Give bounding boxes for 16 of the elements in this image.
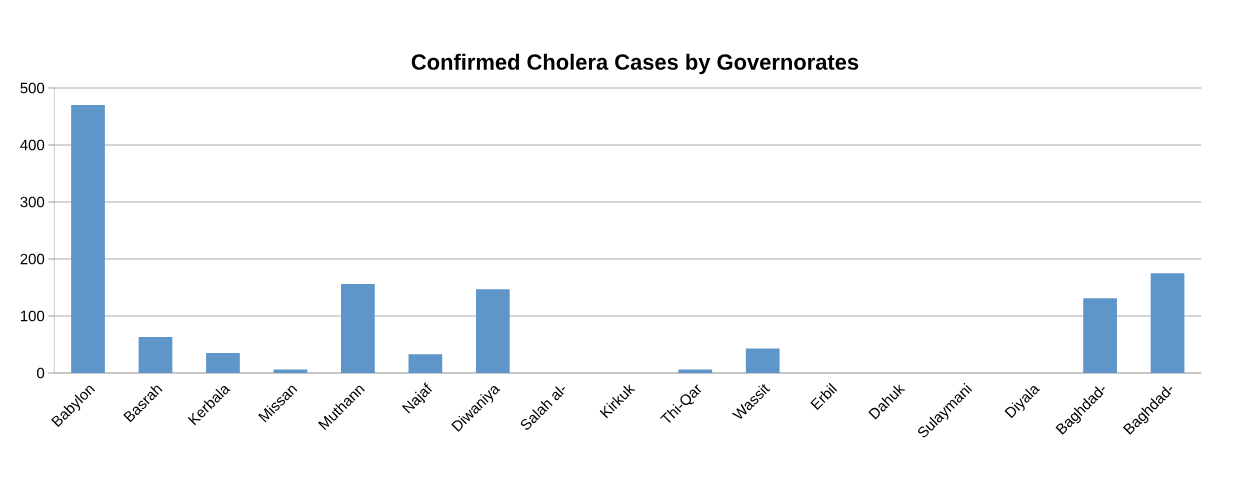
y-tick-label: 200 bbox=[20, 253, 45, 265]
y-tick-label: 400 bbox=[20, 139, 45, 151]
bar bbox=[1150, 273, 1185, 373]
bar bbox=[138, 337, 173, 373]
y-tick-label: 500 bbox=[20, 82, 45, 94]
bar bbox=[408, 354, 443, 373]
chart-title: Confirmed Cholera Cases by Governorates bbox=[411, 53, 859, 75]
bar bbox=[475, 289, 510, 373]
bar bbox=[745, 348, 780, 373]
bar bbox=[341, 284, 375, 373]
y-tick-label: 100 bbox=[20, 310, 45, 322]
y-tick-label: 0 bbox=[37, 367, 45, 379]
bar bbox=[71, 105, 105, 373]
bar bbox=[1083, 298, 1117, 373]
y-tick-label: 300 bbox=[20, 196, 45, 208]
bar bbox=[206, 353, 240, 373]
